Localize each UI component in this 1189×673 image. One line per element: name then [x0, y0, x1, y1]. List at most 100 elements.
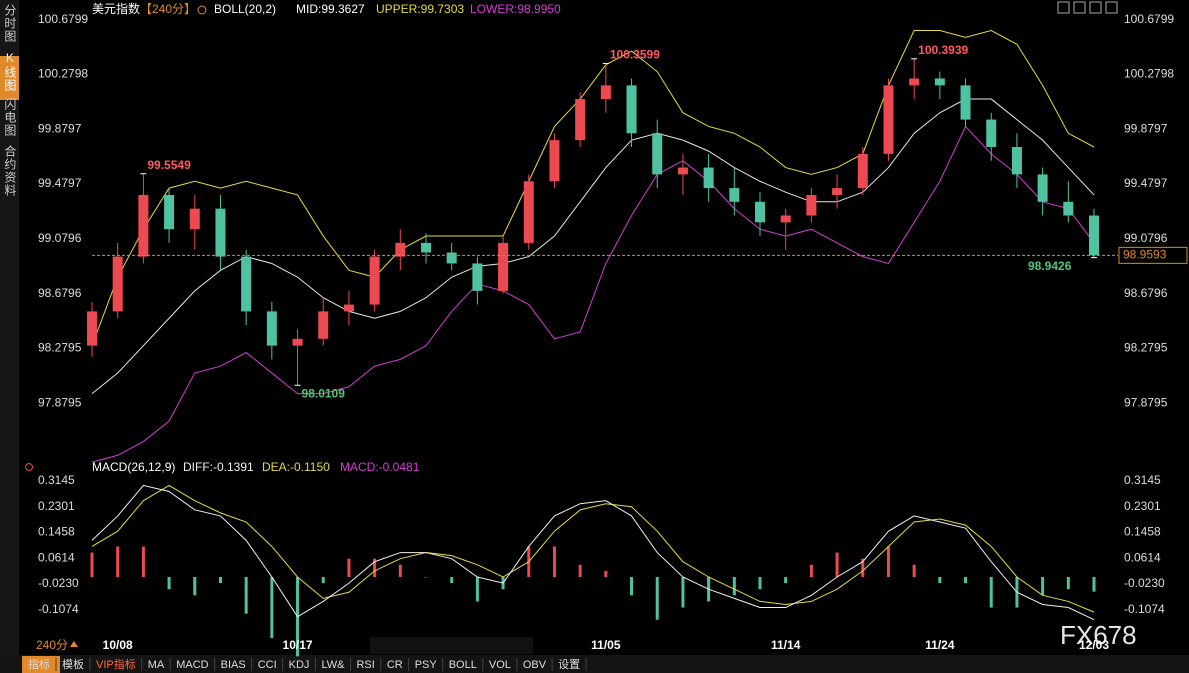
candle-body: [447, 252, 457, 263]
x-tick-label: 10/08: [103, 638, 133, 652]
annotation: 98.0109: [302, 386, 346, 400]
y-tick-label: 0.2301: [38, 499, 75, 513]
toolbar-item[interactable]: 设置: [558, 658, 580, 671]
toolbar-item[interactable]: MA: [148, 659, 165, 671]
y-tick-label-right: -0.1074: [1124, 602, 1165, 616]
candle-body: [781, 216, 791, 223]
candle-body: [498, 243, 508, 291]
toolbar-item[interactable]: RSI: [356, 659, 374, 671]
y-tick-label: 0.1458: [38, 525, 75, 539]
macd-label: DEA:-0.1150: [262, 460, 330, 474]
candle-body: [113, 257, 123, 312]
candle-body: [1012, 147, 1022, 174]
sidebar-tab[interactable]: 闪电图: [3, 98, 17, 137]
macd-bar: [836, 553, 839, 577]
candle-body: [883, 85, 893, 154]
macd-bar: [938, 577, 941, 583]
candle-body: [241, 257, 251, 312]
macd-bar: [630, 577, 633, 595]
last-price-label: 98.9593: [1123, 248, 1167, 262]
y-tick-label-right: 0.2301: [1124, 499, 1161, 513]
macd-bar: [322, 577, 325, 583]
y-tick-label-right: 97.8795: [1124, 395, 1168, 409]
macd-bar: [964, 577, 967, 583]
candle-body: [729, 188, 739, 202]
y-tick-label: 99.8797: [38, 121, 82, 135]
toolbar-item[interactable]: 模板: [62, 657, 84, 671]
macd-bar: [219, 577, 222, 583]
candle-body: [190, 209, 200, 230]
sidebar-tab[interactable]: K线图: [3, 51, 17, 92]
toolbar-item[interactable]: VIP指标: [96, 657, 136, 671]
indicator-label: BOLL(20,2): [214, 2, 276, 16]
y-tick-label: 0.0614: [38, 550, 75, 564]
annotation: 99.5549: [147, 158, 191, 172]
toolbar-item[interactable]: VOL: [489, 659, 511, 671]
toolbar-item[interactable]: MACD: [176, 659, 208, 671]
macd-bar: [116, 546, 119, 577]
toolbar-item[interactable]: PSY: [415, 659, 438, 671]
x-tick-label: 12/03: [1079, 638, 1109, 652]
macd-bar: [193, 577, 196, 595]
y-tick-label-right: -0.0230: [1124, 576, 1165, 590]
y-tick-label: 0.3145: [38, 473, 75, 487]
indicator-label: LOWER:98.9950: [470, 2, 561, 16]
macd-bar: [168, 577, 171, 589]
candle-body: [138, 195, 148, 257]
macd-bar: [1041, 577, 1044, 595]
x-tick-label: 11/14: [771, 638, 801, 652]
macd-bar: [347, 559, 350, 577]
y-tick-label-right: 0.3145: [1124, 473, 1161, 487]
y-tick-label-right: 99.4797: [1124, 176, 1168, 190]
candle-body: [472, 263, 482, 290]
candle-body: [601, 85, 611, 99]
macd-label: MACD(26,12,9): [92, 460, 175, 474]
candle-body: [909, 79, 919, 86]
macd-bar: [810, 565, 813, 577]
toolbar-item[interactable]: BIAS: [221, 659, 246, 671]
macd-bar: [245, 577, 248, 614]
toolbar-item[interactable]: 指标: [28, 657, 50, 671]
candle-body: [806, 195, 816, 216]
macd-bar: [681, 577, 684, 608]
macd-bar: [604, 571, 607, 577]
y-tick-label: -0.0230: [38, 576, 79, 590]
macd-bar: [425, 577, 428, 578]
macd-label: MACD:-0.0481: [340, 460, 420, 474]
toolbar-item[interactable]: BOLL: [449, 659, 477, 671]
macd-bar: [1093, 577, 1096, 592]
macd-bar: [733, 577, 736, 595]
sidebar-tab[interactable]: 合约资料: [3, 144, 17, 197]
toolbar-item[interactable]: KDJ: [289, 659, 310, 671]
macd-bar: [553, 546, 556, 577]
macd-bar: [91, 553, 94, 577]
period-selector[interactable]: 240分: [36, 638, 68, 652]
indicator-label: MID:99.3627: [296, 2, 365, 16]
period: 【240分】: [140, 2, 196, 16]
toolbar-item[interactable]: LW&: [321, 659, 345, 671]
y-tick-label: -0.1074: [38, 602, 79, 616]
candle-body: [293, 339, 303, 346]
candle-body: [627, 85, 637, 133]
macd-bar: [913, 565, 916, 577]
chart-title: 美元指数: [92, 1, 140, 16]
candle-body: [755, 202, 765, 223]
y-tick-label-right: 99.0796: [1124, 231, 1168, 245]
candle-body: [549, 140, 559, 181]
toolbar-item[interactable]: CR: [387, 659, 403, 671]
y-tick-label-right: 0.0614: [1124, 550, 1161, 564]
macd-bar: [1067, 577, 1070, 589]
candle-body: [164, 195, 174, 229]
toolbar-item[interactable]: OBV: [523, 659, 547, 671]
candle-body: [215, 209, 225, 257]
candle-body: [370, 257, 380, 305]
sidebar-tab[interactable]: 分时图: [3, 4, 17, 43]
candle-body: [267, 311, 277, 345]
y-tick-label: 100.2798: [38, 67, 88, 81]
macd-label: DIFF:-0.1391: [183, 460, 254, 474]
toolbar-item[interactable]: CCI: [258, 659, 277, 671]
annotation: 100.3939: [918, 43, 968, 57]
macd-bar: [450, 577, 453, 583]
annotation: 100.3599: [610, 48, 660, 62]
